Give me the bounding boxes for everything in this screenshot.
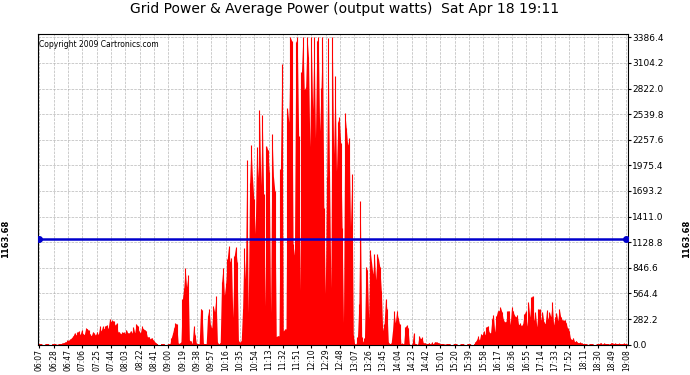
Text: 1163.68: 1163.68 (1, 220, 10, 258)
Text: 1163.68: 1163.68 (682, 220, 690, 258)
Text: Copyright 2009 Cartronics.com: Copyright 2009 Cartronics.com (39, 40, 159, 50)
Text: Grid Power & Average Power (output watts)  Sat Apr 18 19:11: Grid Power & Average Power (output watts… (130, 2, 560, 16)
